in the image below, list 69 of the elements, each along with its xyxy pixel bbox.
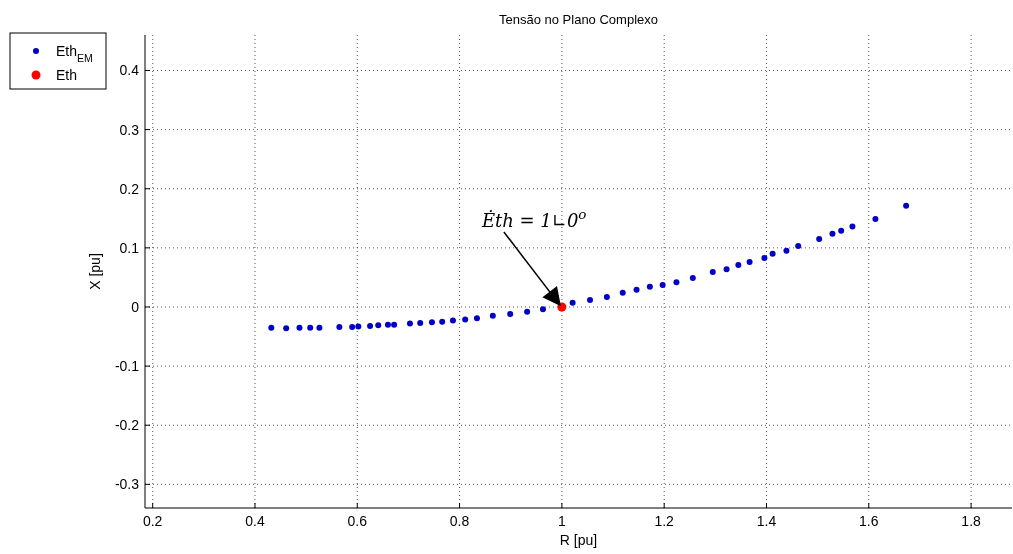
point [587,296,594,303]
point [473,315,480,322]
y-tick-label: 0.2 [119,180,140,197]
point [829,230,836,237]
point [462,316,469,323]
x-tick-label: 1.6 [859,513,879,529]
x-tick-label: 0.4 [245,513,265,529]
point [689,275,696,281]
annotation: Ėth = 1∟0$^{o}$ [480,205,587,231]
point [428,319,435,326]
x-axis-title: R [pu] [559,532,598,548]
legend-label: Eth [56,67,78,83]
point [659,282,666,289]
point [816,235,823,242]
point [283,325,290,332]
point [391,321,398,328]
point [439,318,446,325]
y-tick-label: -0.2 [114,417,140,434]
point [603,293,610,300]
x-tick-label: 0.6 [347,513,368,529]
point [633,286,640,293]
legend-label: Eth$_{EM}$ [56,43,93,64]
point [307,324,314,331]
x-tick-label: 1.8 [961,513,982,529]
x-tick-label: 1.4 [756,513,777,529]
point [769,250,776,257]
y-tick-label: -0.1 [114,358,140,375]
point [673,279,680,286]
point [795,243,802,250]
x-tick-label: 0.2 [142,513,163,529]
point [316,324,323,331]
point [849,223,856,230]
y-axis-title: X [pu] [87,253,103,290]
x-tick-label: 1 [557,513,566,529]
point [872,215,879,222]
point [709,269,716,276]
point [838,227,845,234]
y-tick-label: 0.3 [119,121,140,138]
point [296,324,303,331]
y-tick-label: 0.1 [119,239,140,256]
point [646,283,653,290]
point [268,324,275,331]
point [539,306,546,313]
point [723,266,730,273]
point [406,320,413,327]
y-tick-label: 0.4 [119,62,140,79]
y-tick-label: -0.3 [114,476,140,493]
x-tick-label: 0.8 [449,513,470,529]
point [507,311,514,318]
point [619,289,626,296]
y-tick-label: 0 [131,298,140,315]
point [367,322,374,329]
point [417,319,424,326]
point [489,312,496,319]
point [355,323,362,330]
point [903,202,910,209]
point [761,254,768,261]
point [375,322,382,329]
point [746,259,753,266]
point [336,324,343,331]
point [384,321,391,328]
point [524,308,531,315]
point [735,262,742,268]
chart-title: Tensão no Plano Complexo [499,12,658,27]
x-tick-label: 1.2 [654,513,675,529]
point [449,317,456,324]
point [783,247,790,254]
point [349,324,356,331]
point [569,299,576,306]
